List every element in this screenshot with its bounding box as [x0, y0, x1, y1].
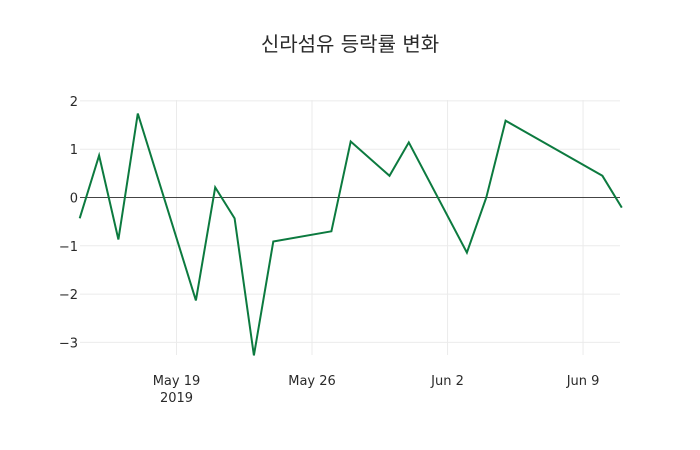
x-tick-label: May 26	[288, 374, 336, 389]
y-tick-label: 0	[70, 192, 78, 207]
y-tick-label: −3	[59, 336, 78, 351]
x-tick-label: Jun 2	[430, 374, 464, 389]
y-tick-label: 2	[70, 95, 78, 110]
y-tick-label: −1	[59, 240, 78, 255]
x-tick-label: Jun 9	[566, 374, 600, 389]
series-line	[78, 113, 623, 356]
x-tick-label: 2019	[160, 391, 193, 406]
x-tick-label: May 19	[153, 374, 201, 389]
y-tick-label: −2	[59, 288, 78, 303]
y-tick-label: 1	[70, 143, 78, 158]
chart-title: 신라섬유 등락률 변화	[260, 32, 440, 56]
